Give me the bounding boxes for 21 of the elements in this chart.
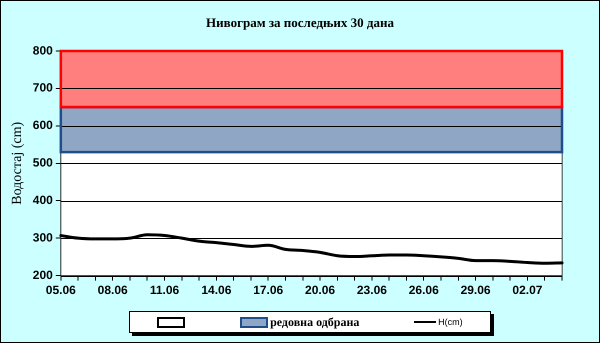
y-tick-label: 200 — [32, 268, 54, 282]
x-tick-label: 14.06 — [201, 283, 232, 298]
x-tick-label: 08.06 — [98, 283, 128, 298]
x-tick-label: 29.06 — [460, 283, 491, 298]
legend-label: редовна одбрана — [270, 314, 360, 330]
y-tick-label: 500 — [32, 156, 54, 170]
y-axis-title: Водостај (cm) — [10, 122, 26, 205]
x-tick-label: 17.06 — [253, 283, 284, 298]
x-tick-label: 11.06 — [150, 283, 180, 298]
y-tick-label: 800 — [32, 43, 54, 58]
x-tick-label: 20.06 — [305, 283, 336, 298]
y-tick-label: 400 — [32, 193, 54, 208]
x-tick-label: 05.06 — [46, 283, 76, 298]
y-tick-label: 300 — [32, 230, 54, 244]
x-tick-label: 26.06 — [408, 283, 440, 298]
x-tick-label: 02.07 — [512, 283, 543, 298]
y-tick-label: 700 — [32, 80, 54, 95]
x-tick-label: 23.06 — [356, 283, 388, 298]
legend-label: H(cm) — [438, 317, 463, 327]
y-tick-label: 600 — [32, 118, 54, 132]
chart-title: Нивограм за последњих 30 дана — [205, 15, 395, 31]
